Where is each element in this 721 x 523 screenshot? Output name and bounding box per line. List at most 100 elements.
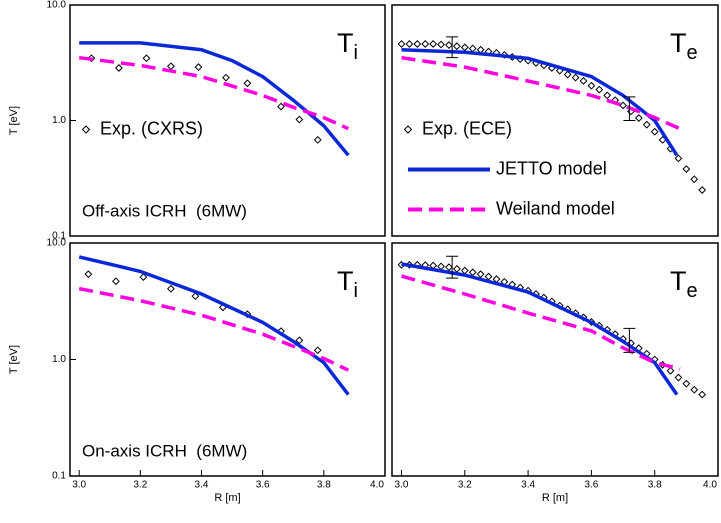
error-bar	[446, 255, 459, 279]
error-bar	[623, 96, 636, 121]
marker	[642, 120, 651, 129]
y-tick-label: 1.0	[52, 115, 66, 126]
y-axis-label: T [eV]	[8, 345, 20, 374]
legend-marker	[81, 125, 91, 134]
marker	[452, 264, 461, 273]
plot-frame	[391, 4, 719, 237]
marker	[690, 175, 699, 184]
legend-marker	[403, 125, 413, 134]
x-tick-label: 3.4	[195, 480, 209, 491]
marker	[142, 54, 151, 63]
marker	[460, 43, 469, 52]
series-line	[78, 255, 350, 396]
marker	[468, 44, 477, 53]
marker	[139, 273, 148, 281]
marker	[587, 81, 596, 90]
marker	[650, 127, 659, 136]
panel: 0.1 1.0 10.0 3.0 3.2 3.4 3.6 3.8 4.0 T [eV] R [m] T…	[8, 238, 386, 504]
x-tick-label: 3.6	[584, 480, 598, 491]
y-tick-label: 10.0	[47, 0, 67, 11]
panel-label-sub: e	[687, 42, 698, 64]
x-tick-label: 3.2	[133, 480, 147, 491]
marker	[674, 373, 683, 382]
marker	[413, 40, 422, 48]
error-bar	[446, 36, 459, 59]
legend-label: JETTO model	[496, 158, 607, 178]
panel-label: Te	[670, 266, 698, 302]
x-tick-label: 3.4	[521, 480, 535, 491]
marker	[476, 270, 485, 279]
marker	[666, 366, 675, 375]
marker	[674, 154, 683, 163]
marker	[222, 73, 230, 82]
marker	[603, 91, 612, 100]
panel-label-sub: i	[354, 42, 358, 64]
x-tick-label: 4.0	[370, 480, 384, 491]
marker	[167, 284, 175, 293]
x-tick-label: 3.0	[395, 480, 409, 491]
panel-label-main: T	[337, 28, 354, 58]
marker	[579, 77, 588, 85]
y-tick-label: 1.0	[52, 354, 66, 365]
marker	[698, 390, 707, 399]
marker	[682, 379, 691, 388]
panel: 0.1 1.0 10.0 T [eV] Ti Off-axis ICRH (6MW) Exp…	[8, 0, 386, 242]
marker	[460, 266, 469, 275]
marker	[115, 64, 123, 72]
marker	[437, 262, 445, 271]
panel-label-sub: e	[687, 280, 698, 302]
series-line	[78, 286, 350, 372]
marker	[194, 63, 203, 72]
panel-label-main: T	[670, 28, 687, 58]
marker	[84, 270, 93, 279]
annotation: Off-axis ICRH (6MW)	[82, 201, 247, 220]
annotation: On-axis ICRH (6MW)	[82, 441, 247, 460]
marker	[619, 101, 627, 110]
series-line	[401, 262, 679, 396]
marker	[452, 42, 461, 51]
marker	[405, 40, 414, 48]
x-tick-label: 4.0	[703, 480, 717, 491]
series-line	[401, 55, 681, 131]
series-line	[401, 47, 679, 157]
panel-label-main: T	[670, 266, 687, 296]
marker	[295, 115, 304, 124]
marker	[445, 41, 453, 49]
x-tick-label: 3.8	[317, 480, 331, 491]
legend-label: Exp. (CXRS)	[100, 118, 203, 138]
x-tick-label: 3.0	[72, 480, 86, 491]
panel-label: Ti	[337, 266, 358, 302]
marker	[698, 186, 707, 194]
marker	[437, 40, 445, 49]
y-axis-label: T [eV]	[8, 106, 20, 135]
marker	[690, 385, 699, 394]
marker	[167, 62, 175, 71]
y-tick-label: 10.0	[47, 238, 67, 249]
panel: 3.0 3.2 3.4 3.6 3.8 4.0 R [m] Te	[391, 242, 719, 504]
x-axis-label: R [m]	[542, 492, 568, 504]
panel-label: Ti	[337, 28, 358, 64]
marker	[243, 79, 252, 88]
x-tick-label: 3.2	[458, 480, 472, 491]
marker	[397, 40, 406, 48]
marker	[445, 263, 453, 272]
marker	[191, 292, 200, 301]
panel-label: Te	[670, 28, 698, 64]
marker	[313, 346, 322, 355]
marker	[313, 135, 322, 144]
marker	[682, 165, 691, 173]
marker	[421, 40, 430, 48]
panel-label-sub: i	[354, 280, 358, 302]
marker	[468, 268, 477, 277]
series-line	[79, 41, 350, 157]
series-line	[401, 274, 681, 371]
marker	[277, 102, 285, 111]
plot-frame	[391, 242, 719, 477]
x-tick-label: 3.8	[648, 480, 662, 491]
panel: Te Exp. (ECE) JETTO model Weiland model	[391, 4, 719, 237]
marker	[111, 277, 120, 286]
marker	[571, 73, 580, 82]
error-bar	[623, 327, 636, 353]
marker	[429, 40, 438, 48]
